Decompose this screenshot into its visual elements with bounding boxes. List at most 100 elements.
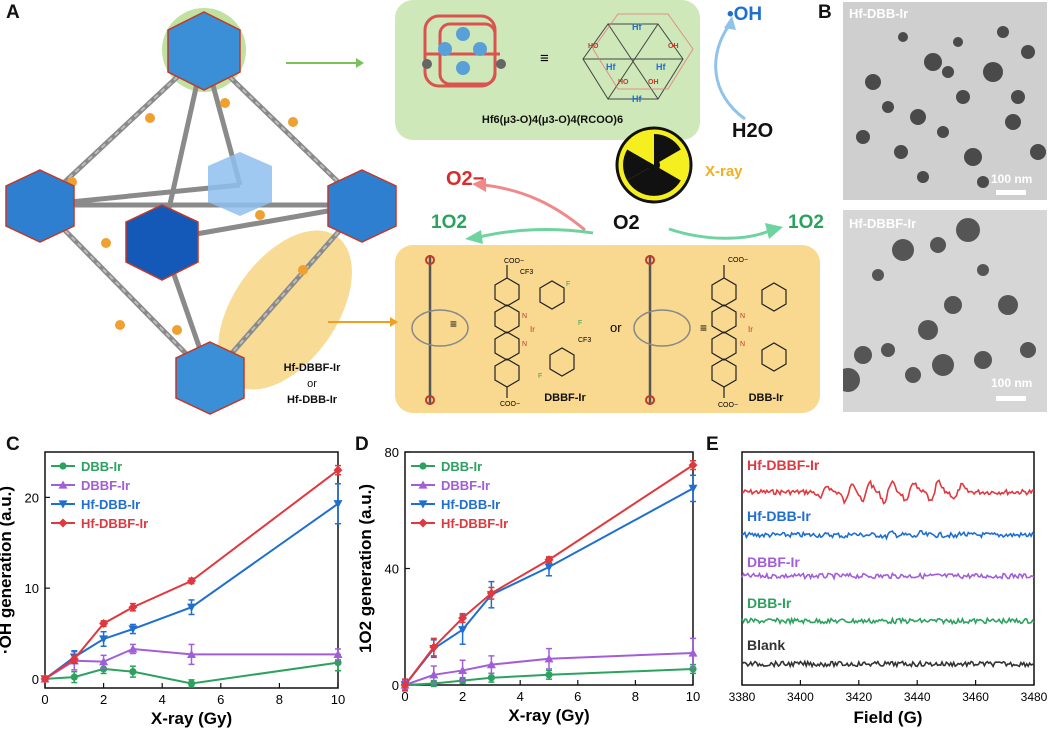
superoxide-arrow: [472, 178, 586, 232]
dbb-ir-label: DBB-Ir: [748, 392, 784, 404]
mof-framework-illustration: [5, 8, 397, 415]
cluster-3d-model: [422, 14, 506, 88]
ir-atom-dbb: Ir: [748, 325, 753, 334]
water-text: H2O: [732, 120, 774, 142]
plot-frame: [44, 451, 339, 689]
coo-bottom-dbbf: COO−: [500, 401, 520, 408]
plot-frame: [741, 451, 1035, 686]
series-line: [404, 464, 694, 686]
cluster-arrow: [286, 58, 364, 68]
legend-marker: [418, 480, 428, 489]
legend-marker: [58, 500, 68, 509]
tem-particles-bottom: [843, 218, 1036, 392]
legend-marker: [58, 480, 68, 489]
data-point: [458, 665, 468, 675]
x-tick-label: 3460: [962, 690, 989, 704]
x-tick-label: 3380: [729, 690, 756, 704]
data-point: [458, 626, 468, 635]
spectrum-DBBF-Ir: [741, 571, 1035, 581]
data-point: [333, 465, 343, 475]
coo-top-dbb: COO−: [728, 257, 748, 264]
x-tick-label: 3480: [1021, 690, 1048, 704]
n-atom-dbbf-1: N: [522, 313, 527, 320]
tem-label-bottom: Hf-DBBF-Ir: [849, 216, 917, 231]
ligand-name-2: Hf-DBB-Ir: [286, 394, 338, 406]
data-point: [429, 642, 439, 652]
data-point: [333, 500, 343, 509]
x-tick-label: 3440: [904, 690, 931, 704]
coo-top-dbbf: COO−: [504, 258, 524, 265]
y-tick-label: 10: [25, 581, 39, 596]
data-point: [458, 613, 468, 623]
n-atom-dbb-2: N: [740, 341, 745, 348]
equiv-symbol-top: ≡: [540, 50, 549, 67]
cluster-structure-diagram: Hf Hf Hf Hf HO HO OH OH: [582, 13, 694, 104]
hf-atom-top: Hf: [632, 22, 642, 32]
series-line: [404, 651, 694, 686]
panel-label-c: C: [6, 434, 20, 455]
hf-atom-bottom: Hf: [632, 94, 642, 104]
y-tick-label: 80: [385, 445, 399, 460]
cluster-formula: Hf6(μ3-O)4(μ3-O)4(RCOO)6: [481, 114, 624, 126]
series-Hf-DBBF-Ir: [400, 459, 698, 692]
superoxide-text: O2−: [446, 168, 485, 190]
spectrum-line: [741, 530, 1035, 541]
x-tick-label: 2: [459, 689, 466, 704]
data-point: [100, 665, 108, 673]
data-point: [99, 619, 109, 629]
legend-label: Hf-DBB-Ir: [81, 497, 140, 512]
legend-marker: [58, 518, 68, 528]
spectrum-DBB-Ir: [741, 616, 1035, 626]
hf-cluster-center: [125, 204, 199, 281]
data-point: [40, 674, 50, 684]
spectrum-label: DBBF-Ir: [747, 554, 800, 570]
panel-label-d: D: [355, 434, 369, 455]
legend-label: DBB-Ir: [441, 459, 482, 474]
singlet-oxygen-left: 1O2: [431, 212, 467, 233]
hf-cluster-top: [167, 11, 241, 91]
series-line: [44, 661, 339, 685]
oh-group-2: OH: [648, 79, 659, 86]
legend-label: Hf-DBB-Ir: [441, 497, 500, 512]
data-point: [70, 673, 78, 681]
spectrum-line: [741, 479, 1035, 505]
data-point: [544, 563, 554, 572]
legend-marker: [418, 518, 428, 528]
ligand-or-text: or: [307, 378, 317, 390]
singlet-oxygen-right: 1O2: [788, 212, 824, 233]
n-atom-dbbf-2: N: [522, 341, 527, 348]
y-axis-label: 1O2 generation (a.u.): [356, 484, 375, 653]
ho-group-1: HO: [588, 43, 599, 50]
legend-marker: [59, 462, 67, 470]
chart-singlet-oxygen-generation: 0 2 4 6 8 10 0 40 80 X-ray (Gy) 1O2 generation (a.…: [356, 445, 700, 725]
legend-label: DBB-Ir: [81, 459, 122, 474]
legend-marker: [419, 462, 427, 470]
data-point: [544, 654, 554, 663]
series-line: [44, 647, 338, 680]
y-axis-label: ·OH generation (a.u.): [0, 486, 15, 654]
tem-image-hf-dbb-ir: Hf-DBB-Ir 100 nm: [843, 2, 1047, 200]
data-point: [187, 679, 196, 688]
series-line: [44, 502, 339, 680]
spectrum-label: Hf-DBBF-Ir: [747, 457, 820, 473]
n-atom-dbb-1: N: [740, 313, 745, 320]
data-point: [487, 674, 495, 682]
oh-arrow: [714, 16, 746, 121]
data-point: [486, 588, 496, 598]
data-point: [688, 484, 698, 493]
series-DBBF-Ir: [400, 637, 698, 691]
data-point: [333, 649, 343, 659]
data-point: [128, 602, 138, 612]
y-tick-label: 20: [25, 490, 39, 505]
oh-group-1: OH: [668, 43, 679, 50]
x-tick-label: 8: [276, 692, 283, 707]
spectrum-label: Blank: [747, 637, 785, 653]
y-tick-label: 0: [392, 678, 399, 693]
x-axis-label: X-ray (Gy): [508, 706, 589, 725]
x-tick-label: 10: [331, 692, 345, 707]
series-line: [44, 469, 339, 680]
legend-label: Hf-DBBF-Ir: [441, 516, 508, 531]
f-atom-1: F: [566, 281, 570, 288]
y-tick-label: 0: [32, 672, 39, 687]
x-tick-label: 3400: [787, 690, 814, 704]
